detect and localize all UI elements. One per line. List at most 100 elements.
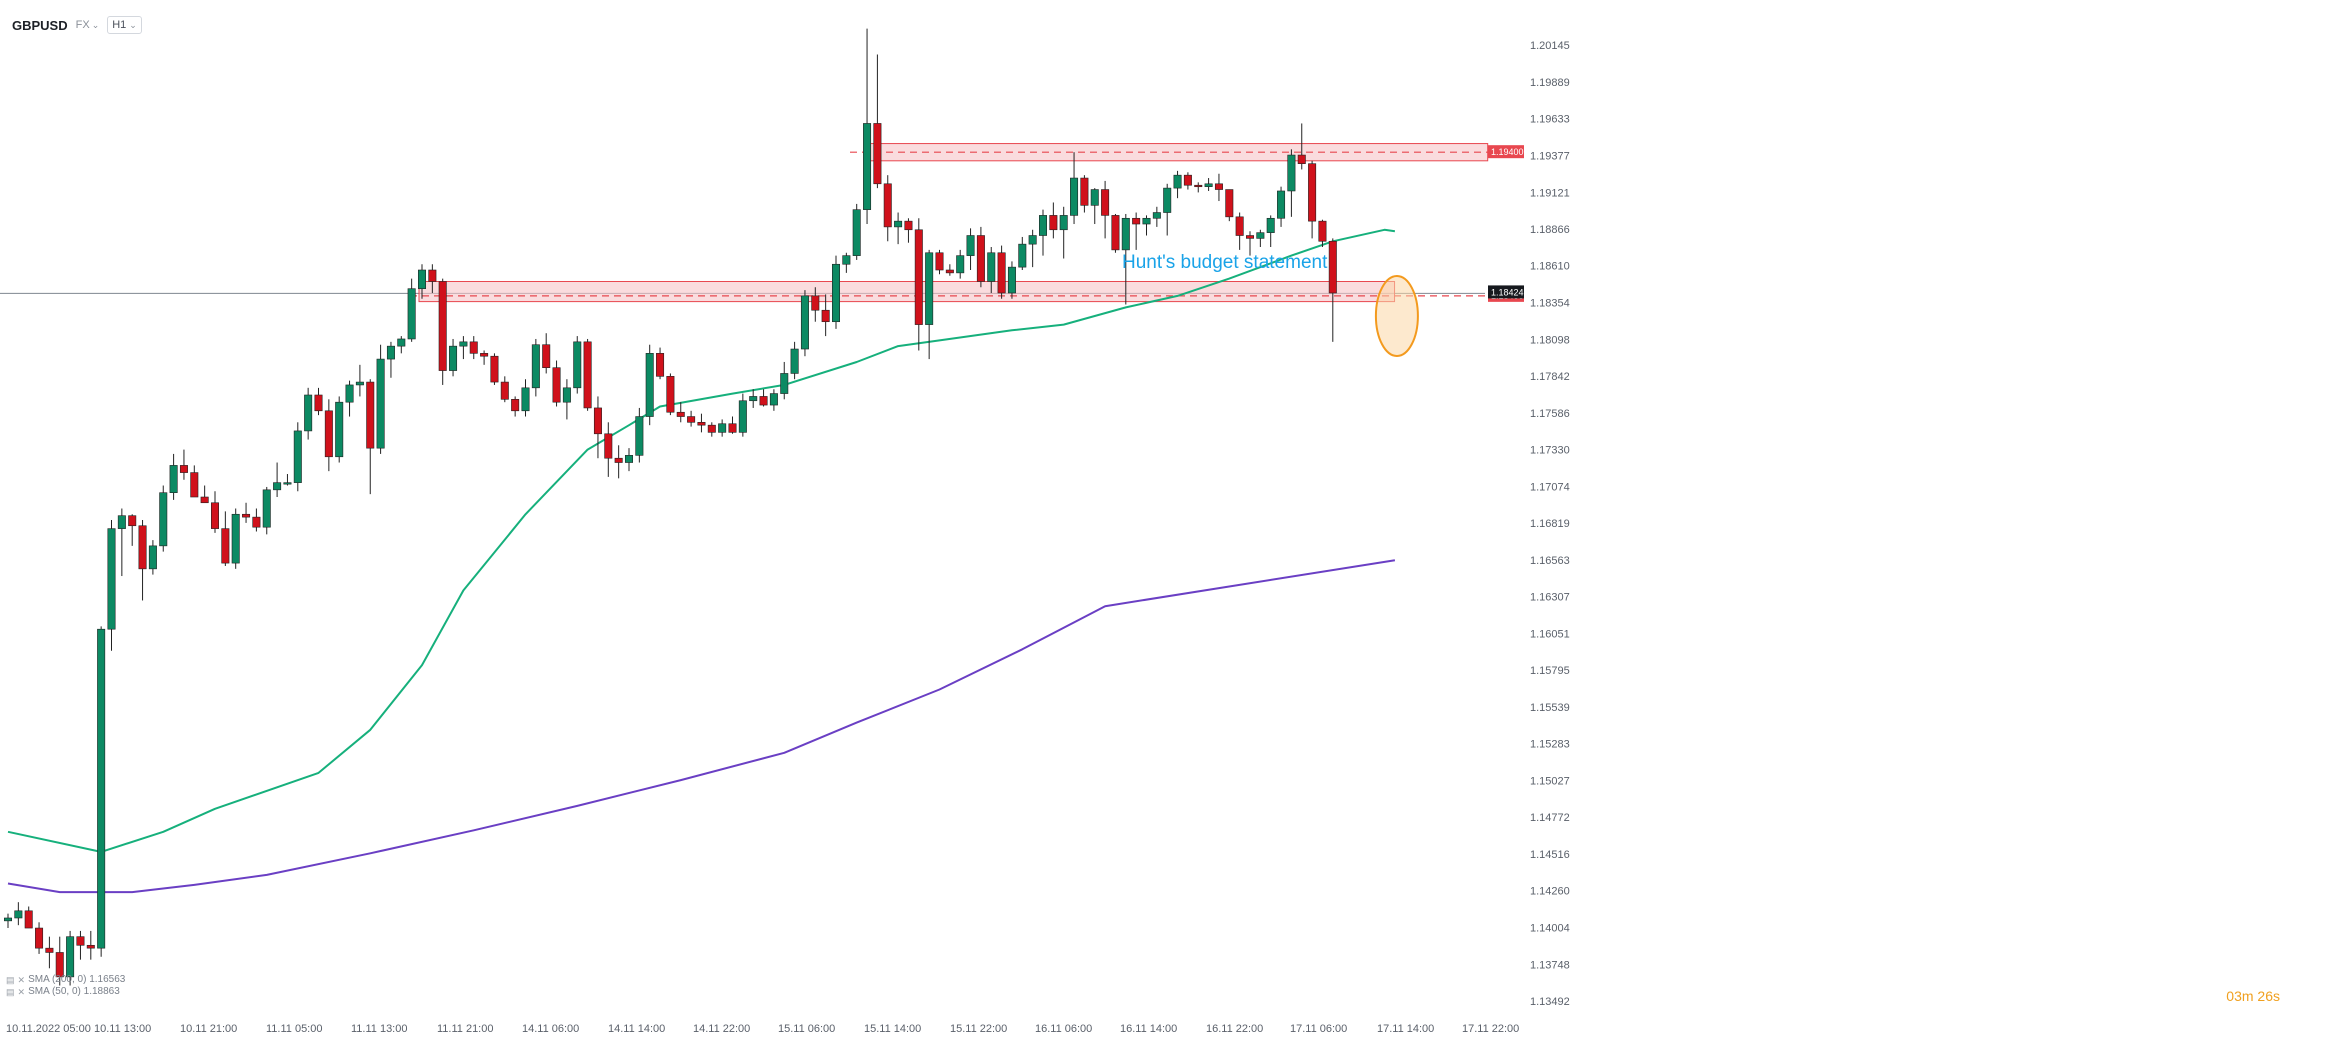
candle[interactable] [1112,214,1119,253]
candle[interactable] [946,264,953,275]
candle[interactable] [1132,213,1139,250]
candle[interactable] [1174,171,1181,198]
candle[interactable] [1257,230,1264,247]
candle[interactable] [118,509,125,577]
candle[interactable] [594,396,601,458]
candle[interactable] [480,350,487,364]
symbol-label[interactable]: GBPUSD [12,18,68,33]
candle[interactable] [843,253,850,273]
candle[interactable] [1215,174,1222,201]
candle[interactable] [232,509,239,569]
candle[interactable] [180,450,187,480]
candle[interactable] [4,914,11,928]
candle[interactable] [1308,161,1315,239]
candle[interactable] [253,509,260,532]
legend-sma200[interactable]: ▤ ✕ SMA (200, 0) 1.16563 [6,974,125,986]
candle[interactable] [801,290,808,356]
candle[interactable] [160,486,167,552]
candle[interactable] [760,389,767,406]
candle[interactable] [739,394,746,437]
candle[interactable] [532,339,539,396]
timeframe-selector[interactable]: H1 ⌄ [107,16,142,34]
legend-sma50[interactable]: ▤ ✕ SMA (50, 0) 1.18863 [6,986,125,998]
candle[interactable] [191,465,198,497]
candle[interactable] [584,339,591,411]
candle[interactable] [1081,175,1088,212]
candle[interactable] [1039,210,1046,256]
candle[interactable] [667,373,674,415]
candle[interactable] [1329,238,1336,341]
candle[interactable] [1226,190,1233,222]
candle[interactable] [781,362,788,399]
candle[interactable] [1143,215,1150,235]
candle[interactable] [25,906,32,928]
candle[interactable] [356,365,363,397]
candle[interactable] [87,931,94,960]
candle[interactable] [449,339,456,376]
candle[interactable] [1019,237,1026,270]
candle[interactable] [884,175,891,241]
candle[interactable] [615,445,622,478]
candle[interactable] [687,411,694,427]
candle[interactable] [97,626,104,956]
candle[interactable] [605,422,612,477]
candle[interactable] [625,448,632,471]
candle[interactable] [1277,187,1284,227]
settings-icon[interactable]: ▤ [6,986,15,998]
candle[interactable] [1070,152,1077,224]
close-icon[interactable]: ✕ [18,974,26,986]
candle[interactable] [242,503,249,523]
candle[interactable] [346,381,353,417]
candle[interactable] [1267,215,1274,247]
candle[interactable] [543,333,550,373]
candle[interactable] [574,336,581,393]
candle[interactable] [77,931,84,960]
candle[interactable] [149,540,156,574]
candle[interactable] [1236,213,1243,250]
candle[interactable] [211,491,218,533]
candle[interactable] [304,388,311,440]
candle[interactable] [336,396,343,462]
candle[interactable] [563,379,570,419]
candle[interactable] [1153,207,1160,227]
settings-icon[interactable]: ▤ [6,974,15,986]
candle[interactable] [553,361,560,407]
candle[interactable] [325,399,332,471]
candle[interactable] [832,256,839,329]
candle[interactable] [905,218,912,242]
candle[interactable] [46,937,53,969]
candle[interactable] [387,342,394,378]
candle[interactable] [108,520,115,651]
candle[interactable] [998,246,1005,299]
candle[interactable] [1060,207,1067,259]
candle[interactable] [408,279,415,342]
candle[interactable] [1029,230,1036,267]
candle[interactable] [770,389,777,411]
candle[interactable] [874,54,881,188]
zone-rectangle[interactable] [419,281,1395,301]
candle[interactable] [501,376,508,402]
candle[interactable] [1101,181,1108,238]
time-axis[interactable]: 10.11.2022 05:00 10.11 13:00 10.11 21:00 11… [6,1023,1519,1035]
candle[interactable] [915,218,922,350]
candle[interactable] [957,250,964,279]
candle[interactable] [367,379,374,494]
candle[interactable] [139,520,146,600]
candle[interactable] [936,250,943,274]
candle[interactable] [1319,220,1326,247]
candle[interactable] [718,419,725,436]
candle[interactable] [460,336,467,359]
market-selector[interactable]: FX ⌄ [76,19,100,31]
candle[interactable] [1195,182,1202,192]
price-axis[interactable]: 1.20145 1.19889 1.19633 1.19377 1.19121 1.188… [1488,40,1570,1008]
candle[interactable] [698,414,705,433]
candle[interactable] [315,388,322,415]
candle[interactable] [1205,178,1212,191]
candle[interactable] [222,511,229,566]
candle[interactable] [977,227,984,287]
candle[interactable] [35,922,42,954]
candle[interactable] [15,902,22,925]
candle[interactable] [636,408,643,463]
candle[interactable] [522,379,529,416]
